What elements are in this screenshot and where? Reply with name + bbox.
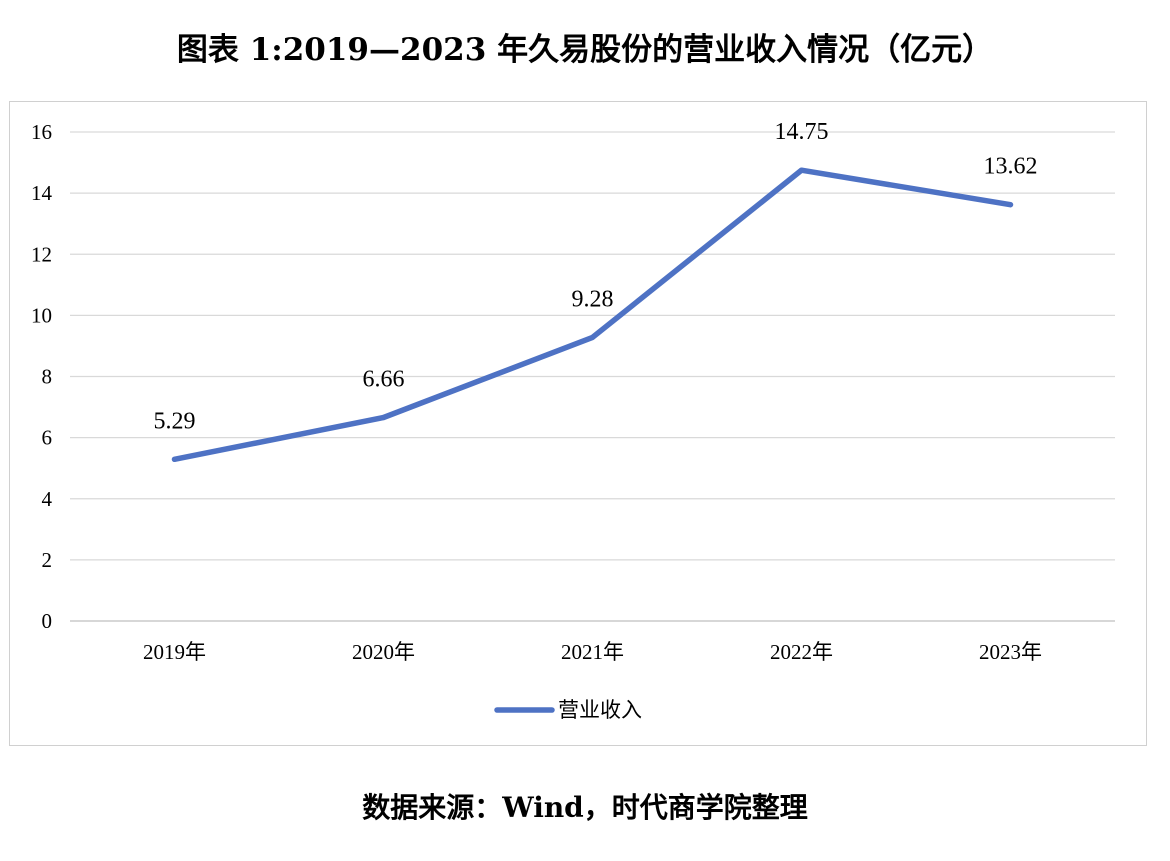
legend: 营业收入 [494, 698, 642, 722]
data-label: 6.66 [363, 366, 405, 392]
chart-container: 0 2 4 6 8 10 12 14 16 2019年 2020年 2021年 2022年 2023年 … [9, 101, 1147, 746]
data-label: 13.62 [984, 154, 1038, 180]
data-point [799, 167, 804, 173]
y-tick-label: 4 [42, 487, 53, 511]
x-tick-label: 2022年 [770, 640, 833, 664]
data-label: 14.75 [775, 119, 829, 145]
x-tick-label: 2019年 [143, 640, 206, 664]
y-tick-label: 12 [31, 242, 52, 266]
data-source-note: 数据来源：Wind，时代商学院整理 [362, 791, 808, 824]
x-tick-label: 2021年 [561, 640, 624, 664]
data-labels: 5.29 6.66 9.28 14.75 13.62 [154, 119, 1038, 434]
data-label: 5.29 [154, 408, 196, 434]
y-tick-label: 8 [42, 365, 53, 389]
series-layer [171, 167, 1014, 463]
data-point [381, 414, 386, 420]
y-tick-label: 2 [42, 548, 53, 572]
data-point [590, 334, 595, 340]
y-tick-label: 0 [42, 609, 53, 633]
chart-title: 图表 1:2019—2023 年久易股份的营业收入情况（亿元） [176, 32, 994, 68]
x-tick-label: 2020年 [352, 640, 415, 664]
y-tick-label: 10 [31, 303, 52, 327]
data-point [172, 456, 177, 462]
legend-label: 营业收入 [558, 698, 642, 722]
x-axis-ticks: 2019年 2020年 2021年 2022年 2023年 [143, 640, 1042, 664]
y-tick-label: 14 [31, 181, 53, 205]
y-axis-ticks: 0 2 4 6 8 10 12 14 16 [31, 120, 53, 633]
data-point [1008, 202, 1013, 208]
data-label: 9.28 [572, 286, 614, 312]
y-tick-label: 6 [42, 426, 53, 450]
gridlines [70, 131, 1115, 622]
y-tick-label: 16 [31, 120, 52, 144]
x-tick-label: 2023年 [979, 640, 1042, 664]
